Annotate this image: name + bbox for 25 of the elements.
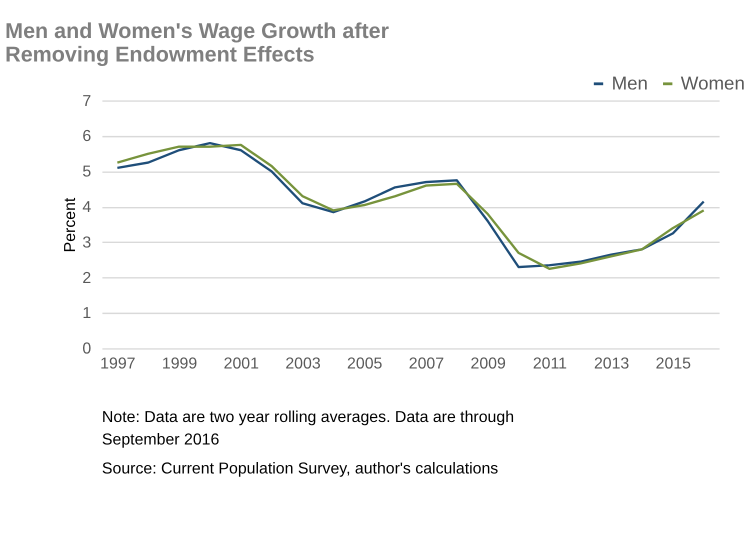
y-tick-label: 6	[82, 128, 92, 146]
y-axis-title: Percent	[62, 197, 79, 252]
legend-label: Women	[680, 72, 745, 94]
legend-label: Men	[612, 72, 648, 94]
y-tick-label: 2	[82, 270, 92, 287]
y-tick-label: 5	[82, 164, 92, 181]
source-note: Source: Current Population Survey, author's calculations	[102, 460, 498, 478]
y-tick-label: 1	[82, 305, 92, 322]
x-tick-label: 2001	[224, 356, 260, 373]
y-tick-label: 0	[82, 340, 92, 358]
text: Note: Data are two year rolling averages. Data are through September 2016	[102, 408, 514, 448]
text: Men and Women's Wage Growth after	[5, 18, 389, 43]
x-tick-label: 1999	[162, 356, 198, 373]
x-tick-label: 2007	[408, 356, 444, 373]
x-tick-label: 2005	[347, 356, 383, 373]
text: Removing Endowment Effects	[5, 42, 315, 66]
x-tick-label: 1997	[100, 356, 136, 373]
y-tick-label: 7	[82, 92, 92, 110]
x-tick-label: 2003	[285, 356, 321, 373]
x-tick-label: 2013	[594, 356, 630, 373]
x-tick-label: 2015	[656, 356, 692, 373]
x-tick-label: 2011	[532, 356, 568, 373]
x-tick-label: 2009	[470, 356, 506, 373]
y-tick-label: 3	[82, 234, 92, 252]
y-tick-label: 4	[82, 198, 92, 216]
